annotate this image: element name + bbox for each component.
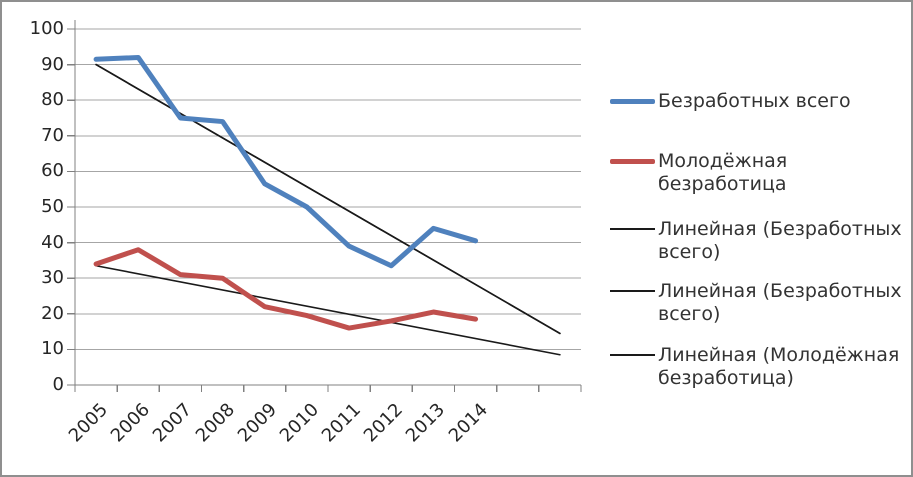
legend-swatch-thick-line [610,99,655,104]
y-axis-label: 30 [41,267,64,289]
y-axis-label: 0 [52,374,64,395]
legend-item[interactable]: Линейная (Безработных всего) [610,218,910,264]
y-axis-label: 20 [41,302,64,324]
y-axis-label: 70 [41,124,64,146]
y-axis-label: 40 [41,231,64,253]
trendline[interactable] [95,264,561,356]
trendline[interactable] [95,63,561,335]
y-axis-label: 80 [41,89,64,111]
legend-item-label: Безработных всего [658,90,851,112]
legend-item[interactable]: Молодёжная безработица [610,150,910,196]
legend-swatch-thin-line [610,353,655,356]
legend-item[interactable]: Линейная (Молодёжная безработица) [610,344,910,390]
legend-swatch-thick-line [610,159,655,164]
y-axis-label: 100 [29,18,64,39]
legend-item-label: Линейная (Молодёжная безработица) [658,343,900,389]
y-axis-label: 10 [41,338,64,360]
legend-swatch-thin-line [610,289,655,292]
legend-item-label: Линейная (Безработных всего) [658,217,902,263]
y-axis-label: 90 [41,53,64,75]
series-line-1[interactable] [93,247,479,331]
legend-item-label: Линейная (Безработных всего) [658,279,902,325]
legend-item[interactable]: Безработных всего [610,90,910,113]
y-axis-label: 60 [41,160,64,182]
legend-item-label: Молодёжная безработица [658,150,788,195]
y-axis-label: 50 [41,196,64,217]
legend-swatch-thin-line [610,227,655,230]
series-line-0[interactable] [93,54,479,269]
legend: Безработных всего Молодёжная безработица Л… [610,2,911,475]
legend-item[interactable]: Линейная (Безработных всего) [610,280,910,326]
